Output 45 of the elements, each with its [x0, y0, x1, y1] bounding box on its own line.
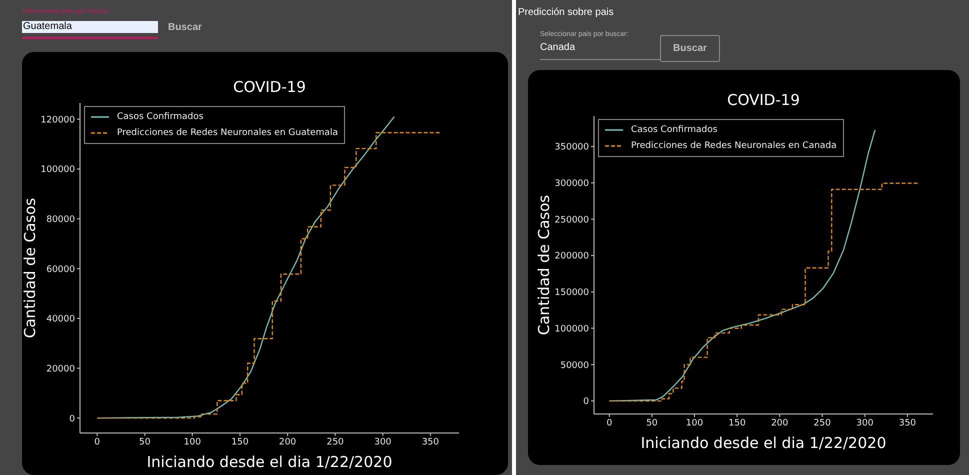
text: Buscar: [168, 22, 202, 33]
y-tick-label: 200000: [554, 252, 590, 262]
y-tick-label: 20000: [46, 364, 76, 374]
x-tick-label: 150: [231, 437, 249, 448]
legend-label: Casos Confirmados: [631, 124, 718, 137]
y-axis-title: Cantidad de Casos: [21, 198, 39, 338]
text: Buscar: [660, 35, 720, 62]
chart-title: COVID-19: [232, 78, 307, 96]
x-tick-label: 300: [856, 418, 874, 428]
text: Predicción sobre pais: [518, 7, 614, 18]
x-tick-label: 350: [898, 418, 916, 428]
text: Guatemala: [22, 21, 158, 33]
x-tick-label: 200: [771, 418, 789, 428]
x-tick-label: 200: [279, 437, 296, 448]
chart-title: COVID-19: [726, 91, 801, 109]
x-tick-label: 350: [422, 437, 440, 448]
y-tick-label: 300000: [554, 179, 590, 190]
text: Canada: [540, 41, 576, 55]
x-axis-title: Iniciando desde el dia 1/22/2020: [146, 453, 394, 471]
y-tick-label: 350000: [554, 142, 590, 153]
legend-label: Predicciones de Redes Neuronales en Canada: [631, 140, 837, 153]
x-tick-label: 50: [139, 437, 151, 448]
y-tick-label: 100000: [554, 324, 590, 334]
y-tick-label: 150000: [554, 288, 590, 298]
y-tick-label: 60000: [46, 264, 76, 275]
y-tick-label: 120000: [40, 115, 76, 126]
legend-label: Casos Confirmados: [117, 111, 204, 124]
x-tick-label: 100: [686, 418, 704, 428]
y-tick-label: 0: [583, 397, 590, 408]
y-axis-title: Cantidad de Casos: [535, 194, 553, 336]
x-tick-label: 250: [326, 437, 344, 448]
x-tick-label: 250: [814, 418, 832, 428]
legend-label: Predicciones de Redes Neuronales en Guatemala: [117, 127, 338, 140]
x-tick-label: 100: [184, 437, 202, 448]
x-tick-label: 150: [728, 418, 746, 428]
x-tick-label: 300: [374, 437, 392, 448]
x-axis-title: Iniciando desde el dia 1/22/2020: [640, 434, 888, 452]
x-tick-label: 0: [606, 418, 612, 428]
y-tick-label: 40000: [46, 314, 76, 325]
x-tick-label: 0: [94, 437, 100, 448]
y-tick-label: 50000: [560, 360, 590, 371]
y-tick-label: 250000: [554, 215, 590, 226]
x-tick-label: 50: [646, 418, 658, 428]
y-tick-label: 80000: [46, 215, 76, 226]
y-tick-label: 100000: [40, 165, 76, 176]
